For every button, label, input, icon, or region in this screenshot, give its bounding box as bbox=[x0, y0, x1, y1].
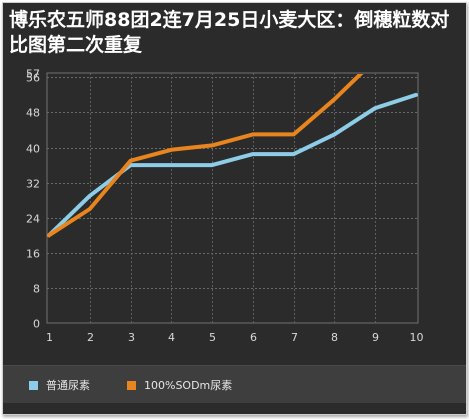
y-tick-label: 24 bbox=[26, 213, 40, 226]
x-tick-label: 6 bbox=[250, 331, 257, 344]
x-tick-label: 1 bbox=[46, 331, 53, 344]
legend-swatch-series-1 bbox=[29, 380, 38, 390]
y-tick-label: 0 bbox=[33, 318, 40, 331]
x-tick-label: 8 bbox=[331, 331, 338, 344]
legend-label-series-1: 普通尿素 bbox=[46, 379, 90, 392]
legend-item-series-2: 100%SODm尿素 bbox=[127, 377, 232, 393]
chart-title: 博乐农五师88团2连7月25日小麦大区：倒穗粒数对比图第二次重复 bbox=[9, 9, 450, 56]
y-tick-label: 56 bbox=[26, 72, 40, 85]
x-tick-label: 4 bbox=[168, 331, 175, 344]
y-tick-label: 57 bbox=[26, 68, 40, 81]
series-line-2 bbox=[47, 74, 364, 238]
x-tick-label: 3 bbox=[128, 331, 135, 344]
plot-area bbox=[46, 72, 419, 324]
x-tick-label: 2 bbox=[87, 331, 94, 344]
legend-label-series-2: 100%SODm尿素 bbox=[144, 379, 233, 392]
series-line-1 bbox=[47, 92, 418, 238]
x-tick-label: 5 bbox=[209, 331, 216, 344]
y-tick-label: 40 bbox=[26, 143, 40, 156]
y-tick-label: 32 bbox=[26, 178, 40, 191]
y-tick-label: 8 bbox=[33, 283, 40, 296]
series-lines bbox=[47, 74, 418, 238]
x-tick-label: 9 bbox=[372, 331, 379, 344]
x-tick-label: 7 bbox=[291, 331, 298, 344]
y-tick-label: 16 bbox=[26, 248, 40, 261]
legend-item-series-1: 普通尿素 bbox=[29, 377, 90, 393]
grid-lines bbox=[46, 72, 419, 324]
legend: 普通尿素 100%SODm尿素 bbox=[3, 365, 466, 403]
legend-swatch-series-2 bbox=[127, 380, 136, 390]
x-tick-label: 10 bbox=[410, 331, 424, 344]
y-tick-label: 48 bbox=[26, 107, 40, 120]
x-tick-labels: 1 2 3 4 5 6 7 8 9 10 bbox=[46, 331, 424, 344]
